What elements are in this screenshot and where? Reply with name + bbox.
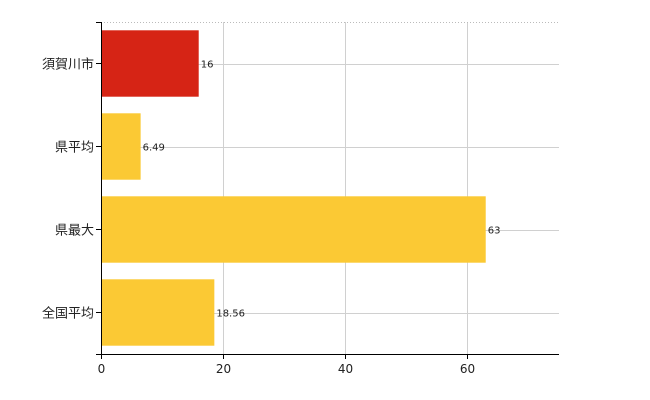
- label-layer: 16 須賀川市 6.49 県平均 63 県最大 18.56 全国平均 0 20 40 60: [42, 57, 500, 377]
- x-tick-label: 60: [460, 362, 475, 376]
- bar-layer: [101, 30, 486, 346]
- category-label: 須賀川市: [42, 57, 94, 73]
- bar: [101, 30, 199, 97]
- data-label: 16: [201, 60, 214, 71]
- bar: [101, 279, 215, 346]
- bar: [101, 196, 486, 263]
- category-label: 県平均: [55, 141, 94, 156]
- x-tick-label: 20: [216, 362, 231, 376]
- data-label: 18.56: [216, 309, 245, 320]
- data-label: 6.49: [143, 143, 165, 154]
- axis-layer: [96, 22, 559, 359]
- bar: [101, 113, 141, 180]
- category-label: 県最大: [55, 224, 94, 239]
- x-tick-label: 0: [98, 362, 106, 376]
- category-label: 全国平均: [42, 306, 94, 322]
- x-tick-label: 40: [338, 362, 353, 376]
- data-label: 63: [488, 226, 501, 237]
